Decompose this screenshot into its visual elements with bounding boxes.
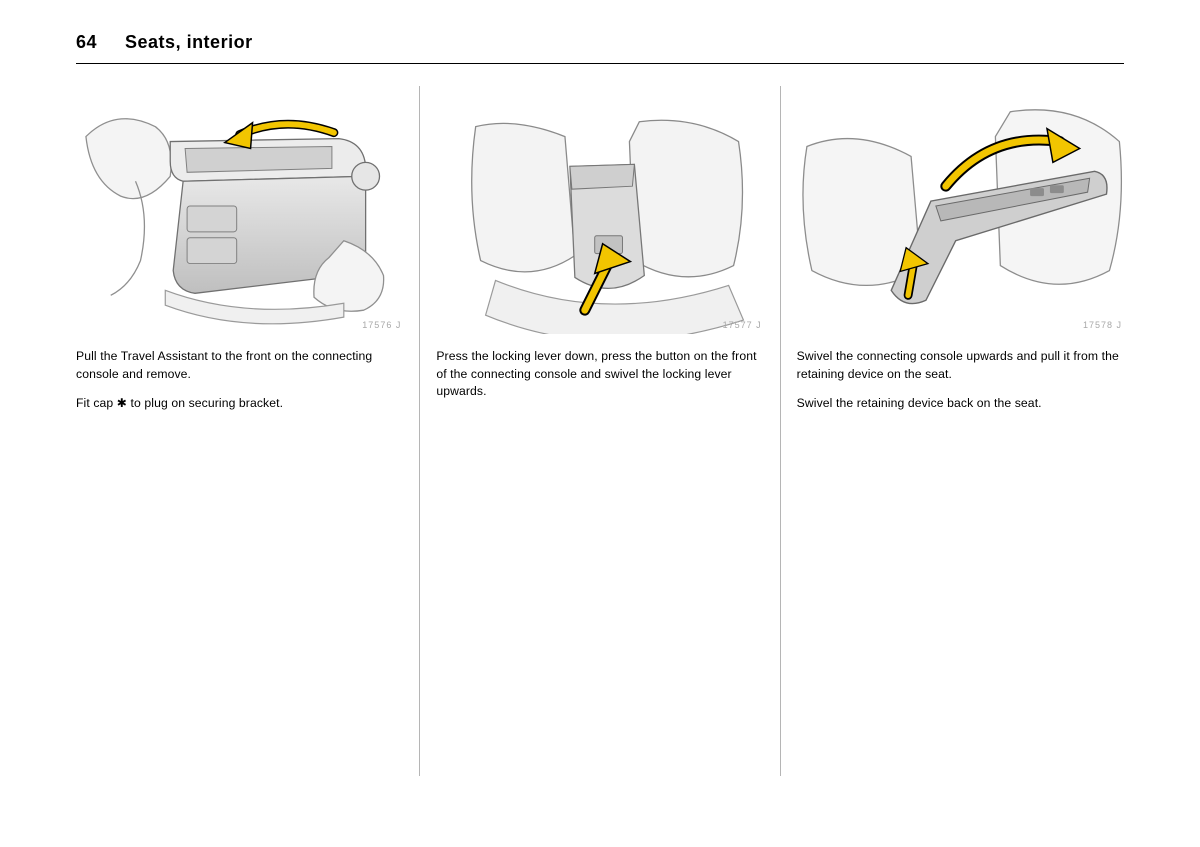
- figure-label: 17576 J: [362, 320, 401, 330]
- column-3: 17578 J Swivel the connecting console up…: [780, 86, 1124, 776]
- paragraph: Swivel the connecting console upwards an…: [797, 348, 1124, 383]
- illustration-console-removal: [76, 86, 403, 334]
- section-title: Seats, interior: [125, 32, 253, 53]
- paragraph: Pull the Travel Assistant to the front o…: [76, 348, 403, 383]
- figure-label: 17577 J: [723, 320, 762, 330]
- illustration-swivel-console: [797, 86, 1124, 334]
- figure-2: 17577 J: [436, 86, 763, 334]
- column-2: 17577 J Press the locking lever down, pr…: [419, 86, 779, 776]
- figure-label: 17578 J: [1083, 320, 1122, 330]
- figure-1: 17576 J: [76, 86, 403, 334]
- paragraph: Fit cap ✱ to plug on securing bracket.: [76, 395, 403, 413]
- figure-3: 17578 J: [797, 86, 1124, 334]
- page-number: 64: [76, 32, 97, 53]
- illustration-locking-lever: [436, 86, 763, 334]
- manual-page: 64 Seats, interior: [0, 0, 1200, 776]
- three-column-layout: 17576 J Pull the Travel Assistant to the…: [76, 86, 1124, 776]
- paragraph: Press the locking lever down, press the …: [436, 348, 763, 401]
- paragraph: Swivel the retaining device back on the …: [797, 395, 1124, 413]
- page-header: 64 Seats, interior: [76, 32, 1124, 64]
- column-1: 17576 J Pull the Travel Assistant to the…: [76, 86, 419, 776]
